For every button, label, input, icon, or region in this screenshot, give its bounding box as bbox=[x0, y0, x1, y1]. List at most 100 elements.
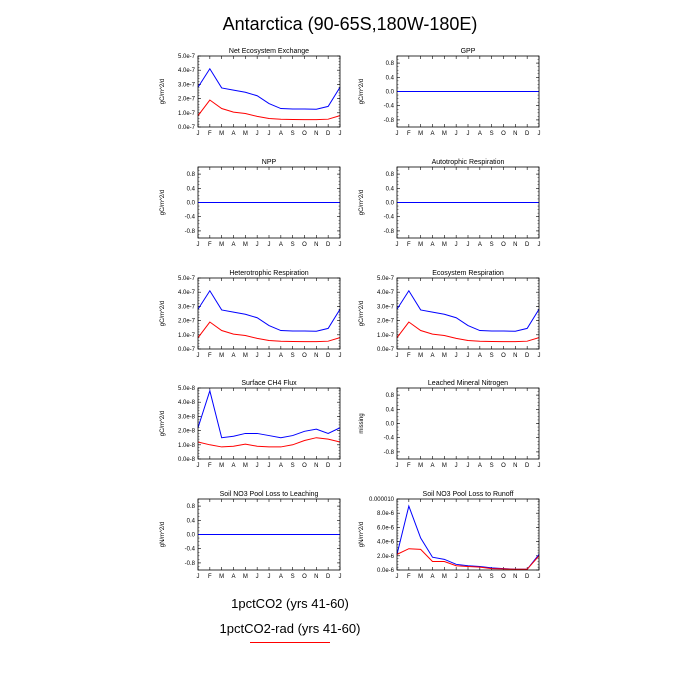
x-tick-label: M bbox=[243, 574, 248, 580]
x-tick-label: S bbox=[490, 242, 494, 248]
x-tick-label: S bbox=[291, 353, 295, 359]
x-tick-label: A bbox=[231, 463, 235, 469]
y-tick-label: 0.4 bbox=[386, 407, 395, 413]
x-tick-label: O bbox=[501, 242, 506, 248]
y-tick-label: 5.0e-7 bbox=[377, 276, 395, 282]
series-line-1 bbox=[396, 321, 540, 343]
panel-title: NPP bbox=[262, 159, 277, 166]
x-tick-label: O bbox=[302, 131, 307, 137]
x-tick-label: S bbox=[291, 242, 295, 248]
y-tick-label: -0.4 bbox=[384, 104, 395, 110]
x-tick-label: N bbox=[513, 574, 517, 580]
panel-8: Soil NO3 Pool Loss to Leaching gN/m^2/d -0… bbox=[160, 491, 342, 580]
x-tick-label: J bbox=[467, 353, 470, 359]
y-tick-label: 0.0e-7 bbox=[178, 347, 196, 353]
figure-title: Antarctica (90-65S,180W-180E) bbox=[223, 14, 478, 34]
y-tick-label: 1.0e-7 bbox=[178, 333, 196, 339]
panel-frame bbox=[396, 277, 540, 350]
series-line-1 bbox=[197, 437, 341, 448]
y-tick-label: -0.8 bbox=[384, 118, 395, 124]
x-tick-label: J bbox=[256, 574, 259, 580]
x-tick-label: A bbox=[231, 353, 235, 359]
x-tick-label: D bbox=[326, 131, 331, 137]
panel-title: Autotrophic Respiration bbox=[432, 159, 505, 166]
y-tick-label: 2.0e-7 bbox=[377, 319, 395, 325]
x-tick-label: M bbox=[418, 353, 423, 359]
y-tick-label: 1.0e-7 bbox=[377, 333, 395, 339]
x-tick-label: J bbox=[538, 574, 541, 580]
panel-title: Surface CH4 Flux bbox=[241, 380, 297, 387]
y-tick-label: 3.0e-7 bbox=[178, 82, 196, 88]
y-axis-label: gC/m^2/d bbox=[160, 190, 166, 216]
y-tick-label: -0.8 bbox=[185, 229, 196, 235]
x-tick-label: M bbox=[442, 131, 447, 137]
x-tick-label: J bbox=[339, 574, 342, 580]
y-tick-label: 2.0e-6 bbox=[377, 554, 395, 560]
y-tick-label: 0.0e-8 bbox=[178, 457, 196, 463]
x-tick-label: M bbox=[219, 131, 224, 137]
x-tick-label: A bbox=[430, 353, 434, 359]
x-tick-label: D bbox=[525, 463, 530, 469]
x-tick-label: A bbox=[430, 242, 434, 248]
y-axis-label: gC/m^2/d bbox=[160, 411, 166, 437]
x-tick-label: A bbox=[279, 353, 283, 359]
x-tick-label: M bbox=[418, 131, 423, 137]
legend-label-1: 1pctCO2 (yrs 41-60) bbox=[231, 596, 349, 611]
series-line-0 bbox=[197, 289, 341, 332]
x-tick-label: O bbox=[501, 463, 506, 469]
x-tick-label: M bbox=[442, 353, 447, 359]
x-tick-label: A bbox=[279, 242, 283, 248]
panel-1: GPP gC/m^2/d -0.8 -0.4 0.0 0.4 0.8 J F M A M J J A S O N D… bbox=[359, 48, 541, 137]
legend-label-2: 1pctCO2-rad (yrs 41-60) bbox=[219, 621, 361, 636]
x-tick-label: M bbox=[243, 353, 248, 359]
x-tick-label: J bbox=[467, 131, 470, 137]
x-tick-label: D bbox=[326, 353, 331, 359]
panel-title: Soil NO3 Pool Loss to Leaching bbox=[220, 491, 319, 498]
panel-7: Leached Mineral Nitrogen missing -0.8 -0.4 0… bbox=[359, 380, 541, 469]
x-tick-label: A bbox=[430, 131, 434, 137]
x-tick-label: J bbox=[538, 463, 541, 469]
panel-frame bbox=[197, 498, 341, 571]
x-tick-label: O bbox=[302, 463, 307, 469]
panel-6: Surface CH4 Flux gC/m^2/d 0.0e-8 1.0e-8 2.0e… bbox=[160, 380, 342, 469]
y-tick-label: 3.0e-8 bbox=[178, 414, 196, 420]
y-tick-label: 0.8 bbox=[386, 61, 395, 67]
y-tick-label: 5.0e-7 bbox=[178, 54, 196, 60]
x-tick-label: J bbox=[339, 242, 342, 248]
y-tick-label: 1.0e-8 bbox=[178, 443, 196, 449]
x-tick-label: S bbox=[490, 131, 494, 137]
panels: Net Ecosystem Exchange gC/m^2/d 0.0e-7 1.0e… bbox=[160, 48, 541, 580]
x-tick-label: F bbox=[208, 131, 212, 137]
x-tick-label: S bbox=[291, 131, 295, 137]
x-tick-label: A bbox=[279, 463, 283, 469]
panel-title: GPP bbox=[461, 48, 476, 55]
x-tick-label: A bbox=[279, 131, 283, 137]
panel-title: Heterotrophic Respiration bbox=[229, 270, 308, 277]
x-tick-label: M bbox=[418, 574, 423, 580]
x-tick-label: J bbox=[197, 353, 200, 359]
x-tick-label: J bbox=[268, 131, 271, 137]
y-axis-label: gC/m^2/d bbox=[359, 301, 365, 327]
x-tick-label: M bbox=[219, 574, 224, 580]
y-tick-label: 0.4 bbox=[187, 186, 196, 192]
x-tick-label: J bbox=[455, 463, 458, 469]
x-tick-label: J bbox=[455, 353, 458, 359]
y-axis-label: gC/m^2/d bbox=[160, 79, 166, 105]
x-tick-label: O bbox=[501, 353, 506, 359]
panel-frame bbox=[396, 387, 540, 460]
y-tick-label: 0.0e-7 bbox=[178, 125, 196, 131]
y-tick-label: 0.0 bbox=[386, 90, 395, 96]
panel-title: Ecosystem Respiration bbox=[432, 270, 504, 277]
y-tick-label: 0.0 bbox=[386, 422, 395, 428]
x-tick-label: J bbox=[396, 574, 399, 580]
x-tick-label: J bbox=[396, 353, 399, 359]
x-tick-label: A bbox=[478, 463, 482, 469]
panel-frame bbox=[197, 277, 341, 350]
x-tick-label: M bbox=[418, 463, 423, 469]
y-tick-label: 4.0e-7 bbox=[377, 290, 395, 296]
x-tick-label: N bbox=[513, 463, 517, 469]
x-tick-label: S bbox=[291, 574, 295, 580]
x-tick-label: J bbox=[268, 574, 271, 580]
x-tick-label: J bbox=[256, 463, 259, 469]
